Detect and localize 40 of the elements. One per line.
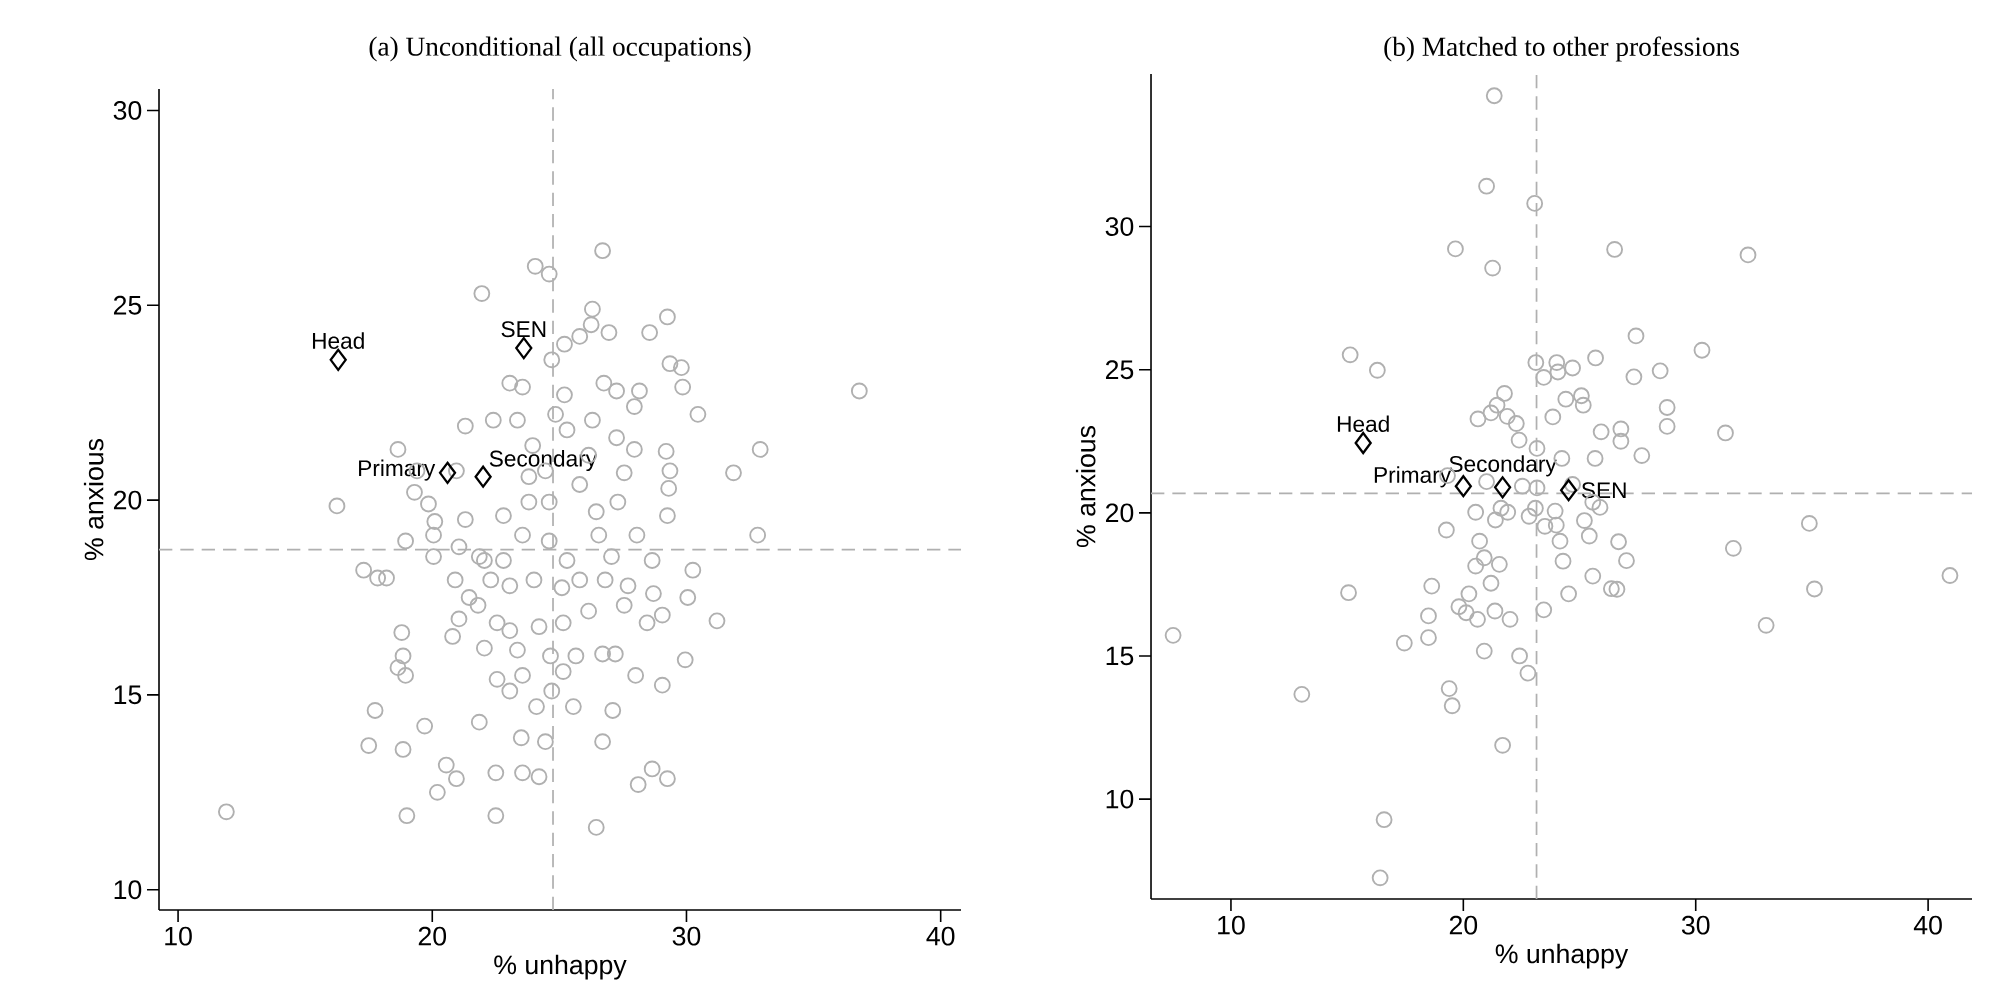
y-tick-label: 15 xyxy=(1106,646,1134,666)
y-tick-label: 10 xyxy=(1106,789,1134,809)
y-tick-label: 20 xyxy=(113,490,142,510)
annotation: Primary xyxy=(1374,466,1452,488)
annotation: Head xyxy=(1337,415,1389,433)
point xyxy=(474,465,492,488)
point xyxy=(1559,479,1578,502)
annotation: Secondary xyxy=(1449,455,1557,477)
point xyxy=(1493,476,1512,499)
point xyxy=(329,348,347,371)
point xyxy=(438,461,457,484)
y-axis-title: % anxious xyxy=(83,439,104,561)
x-axis-title: % unhappy xyxy=(494,954,627,980)
y-tick-label: 25 xyxy=(113,295,142,315)
chart-title: (a) Unconditional (all occupations) xyxy=(369,36,751,62)
x-tick-label: 30 xyxy=(672,926,701,946)
point xyxy=(515,336,533,360)
x-tick-label: 20 xyxy=(418,926,447,946)
annotation: SEN xyxy=(1581,482,1626,499)
y-tick-label: 20 xyxy=(1105,503,1134,523)
annotation: SEN xyxy=(501,321,546,338)
x-tick-label: 40 xyxy=(926,926,955,946)
x-tick-label: 20 xyxy=(1449,915,1478,935)
annotation: Primary xyxy=(359,459,436,481)
y-tick-label: 15 xyxy=(114,685,142,705)
annotation: Head xyxy=(312,332,364,349)
x-axis-title: % unhappy xyxy=(1495,943,1629,969)
y-axis-title: % anxious xyxy=(1075,426,1096,548)
x-tick-label: 40 xyxy=(1913,915,1942,935)
y-tick-label: 25 xyxy=(1105,360,1134,380)
point xyxy=(1354,431,1372,455)
x-tick-label: 30 xyxy=(1681,915,1710,935)
y-tick-label: 30 xyxy=(113,101,142,120)
point xyxy=(1454,475,1472,498)
x-tick-label: 10 xyxy=(165,926,192,946)
annotation: Secondary xyxy=(489,449,598,472)
chart-title: (b) Matched to other professions xyxy=(1384,36,1739,62)
y-tick-label: 30 xyxy=(1105,217,1134,236)
y-tick-label: 10 xyxy=(114,880,142,900)
x-tick-label: 10 xyxy=(1218,915,1245,935)
